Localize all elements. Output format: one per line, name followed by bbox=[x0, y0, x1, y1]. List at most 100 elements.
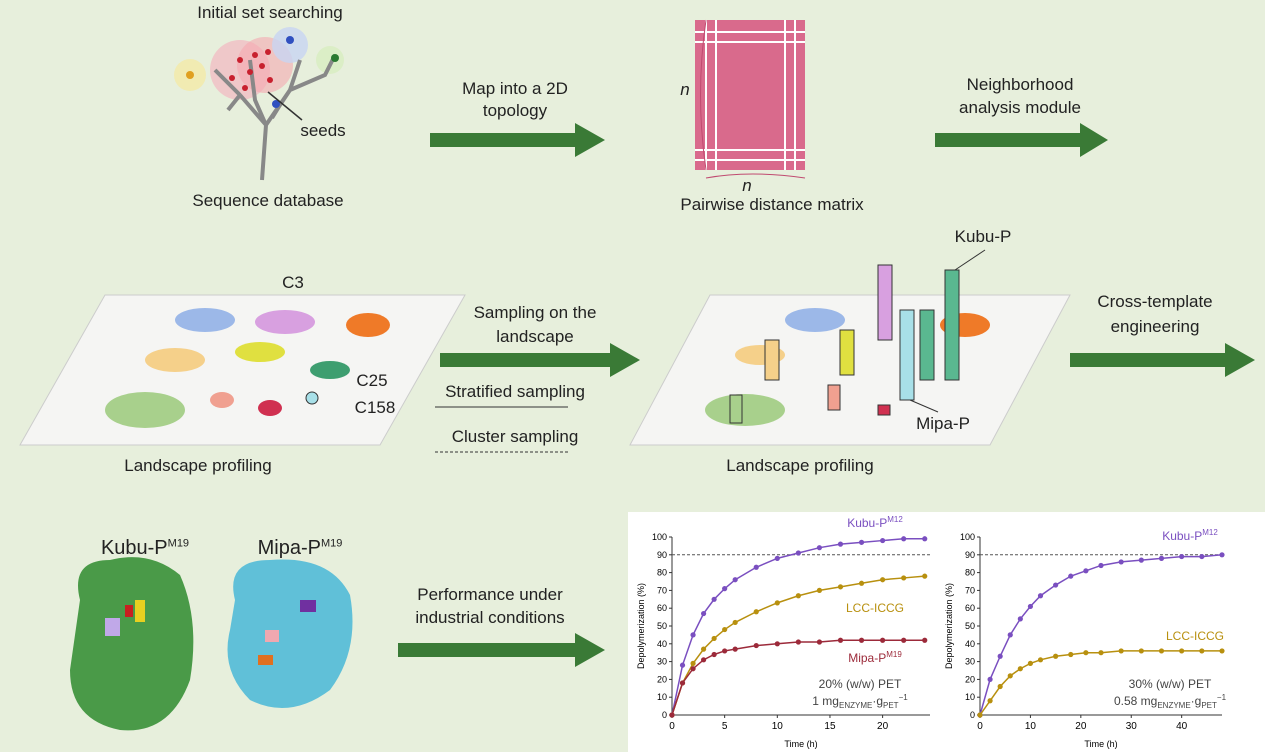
series-label: LCC-ICCG bbox=[1166, 629, 1224, 643]
data-point bbox=[987, 676, 993, 683]
data-point bbox=[1118, 559, 1124, 565]
label: Map into a 2D bbox=[462, 79, 568, 98]
label: topology bbox=[482, 101, 548, 120]
x-axis-title: Time (h) bbox=[1084, 739, 1117, 749]
x-tick-label: 0 bbox=[669, 721, 675, 732]
data-point bbox=[1219, 552, 1225, 558]
x-tick-label: 10 bbox=[772, 721, 784, 732]
x-tick-label: 15 bbox=[824, 721, 836, 732]
data-point bbox=[1179, 648, 1185, 654]
y-tick-label: 50 bbox=[657, 621, 667, 631]
y-tick-label: 70 bbox=[965, 585, 975, 595]
data-point bbox=[795, 593, 801, 599]
landscape-right bbox=[629, 249, 1071, 446]
y-tick-label: 100 bbox=[652, 532, 667, 542]
data-point bbox=[1027, 660, 1034, 666]
data-point bbox=[1199, 648, 1205, 654]
label: Pairwise distance matrix bbox=[680, 195, 864, 214]
x-tick-label: 20 bbox=[1075, 721, 1087, 732]
data-point bbox=[1138, 648, 1144, 654]
data-point bbox=[1219, 648, 1225, 654]
data-point bbox=[922, 637, 928, 643]
superscript: M19 bbox=[320, 537, 343, 550]
y-tick-label: 60 bbox=[657, 603, 667, 613]
data-point bbox=[880, 577, 886, 583]
y-tick-label: 90 bbox=[965, 550, 975, 560]
x-tick-label: 30 bbox=[1126, 721, 1138, 732]
data-point bbox=[753, 642, 759, 649]
series-superscript: M12 bbox=[887, 515, 903, 524]
data-point bbox=[880, 537, 886, 544]
annotation: 0.58 mgENZYME·gPET−1 bbox=[1114, 693, 1227, 710]
annotation-sub: PET bbox=[1201, 701, 1217, 710]
data-point bbox=[977, 712, 983, 718]
data-point bbox=[837, 637, 844, 643]
data-point bbox=[711, 635, 717, 642]
label: Stratified sampling bbox=[445, 382, 585, 401]
y-tick-label: 40 bbox=[965, 639, 975, 649]
data-point bbox=[1158, 555, 1165, 561]
data-point bbox=[669, 712, 675, 718]
data-point bbox=[1027, 603, 1034, 610]
y-tick-label: 60 bbox=[965, 603, 975, 613]
y-axis-title: Depolymerization (%) bbox=[636, 583, 646, 669]
data-point bbox=[1083, 568, 1089, 574]
data-point bbox=[880, 637, 886, 643]
y-tick-label: 0 bbox=[662, 710, 667, 720]
data-point bbox=[837, 541, 844, 547]
label: engineering bbox=[1110, 317, 1200, 336]
label: Sampling on the bbox=[473, 303, 597, 322]
x-tick-label: 20 bbox=[877, 721, 889, 732]
series-name: LCC-ICCG bbox=[1166, 629, 1224, 643]
data-point bbox=[679, 662, 686, 668]
tree bbox=[174, 27, 344, 181]
label: Neighborhood bbox=[966, 75, 1074, 94]
y-tick-label: 10 bbox=[657, 692, 667, 702]
x-tick-label: 10 bbox=[1025, 721, 1037, 732]
label: Cross-template bbox=[1097, 292, 1213, 311]
protein-label: Kubu-PM19 bbox=[101, 537, 189, 560]
series-line bbox=[671, 575, 925, 716]
data-point bbox=[774, 555, 780, 561]
data-point bbox=[753, 609, 759, 615]
label: n bbox=[742, 176, 752, 195]
data-point bbox=[997, 683, 1003, 690]
data-point bbox=[722, 586, 728, 592]
data-point bbox=[795, 550, 801, 556]
x-tick-label: 0 bbox=[977, 721, 983, 732]
data-point bbox=[1037, 593, 1044, 599]
y-tick-label: 10 bbox=[965, 692, 975, 702]
label: C158 bbox=[354, 398, 396, 417]
data-point bbox=[922, 536, 928, 542]
data-point bbox=[690, 660, 696, 666]
data-point bbox=[858, 539, 865, 545]
series-superscript: M19 bbox=[886, 650, 902, 659]
annotation: 20% (w/w) PET bbox=[819, 677, 902, 691]
chart-panel bbox=[628, 512, 1265, 752]
annotation: 1 mgENZYME·gPET−1 bbox=[812, 693, 908, 710]
annotation-part: ·g bbox=[872, 694, 883, 708]
data-point bbox=[837, 584, 844, 590]
data-point bbox=[1017, 616, 1023, 622]
data-point bbox=[1068, 651, 1074, 658]
data-point bbox=[922, 573, 928, 579]
label: industrial conditions bbox=[415, 608, 565, 627]
y-tick-label: 40 bbox=[657, 639, 667, 649]
data-point bbox=[901, 637, 907, 643]
data-point bbox=[858, 637, 865, 643]
x-tick-label: 5 bbox=[722, 721, 728, 732]
data-point bbox=[1053, 653, 1059, 659]
series-line bbox=[671, 639, 925, 716]
x-tick-label: 40 bbox=[1176, 721, 1188, 732]
data-point bbox=[1068, 573, 1074, 579]
label: Initial set searching bbox=[197, 3, 343, 22]
landscape-left bbox=[19, 294, 466, 446]
series-label: Kubu-PM12 bbox=[847, 515, 903, 530]
label: Performance under bbox=[417, 585, 563, 604]
protein-label: Mipa-PM19 bbox=[258, 537, 343, 560]
annotation-sub: ENZYME bbox=[839, 701, 872, 710]
distance-matrix bbox=[695, 19, 806, 179]
data-point bbox=[901, 536, 907, 542]
x-axis-title: Time (h) bbox=[784, 739, 817, 749]
